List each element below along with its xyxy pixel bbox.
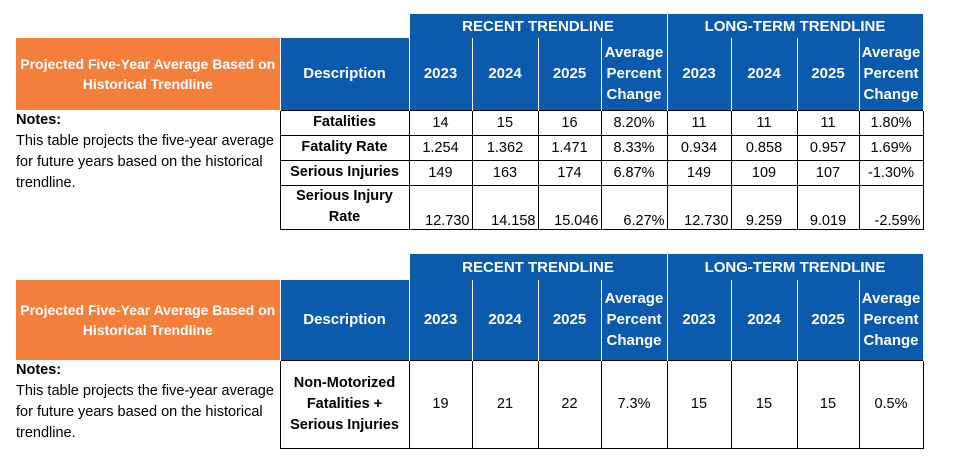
column-header-description: Description xyxy=(279,38,410,110)
cell: 19 xyxy=(408,359,473,449)
cell: 11 xyxy=(796,109,860,136)
cell: 163 xyxy=(471,159,539,186)
recent-trendline-header: RECENT TRENDLINE xyxy=(408,254,668,280)
cell: 0.858 xyxy=(730,134,798,161)
column-header-recent-2025: 2025 xyxy=(537,280,602,360)
cell: 0.5% xyxy=(858,359,924,449)
column-header-recent-avg-change: Average Percent Change xyxy=(600,280,668,360)
column-header-recent-2024: 2024 xyxy=(471,280,539,360)
cell: 15.046 xyxy=(537,184,602,230)
trendline-table-2: RECENT TRENDLINE LONG-TERM TRENDLINE Pro… xyxy=(16,254,924,449)
cell: 1.471 xyxy=(537,134,602,161)
long-term-trendline-header: LONG-TERM TRENDLINE xyxy=(666,254,924,280)
cell: 6.27% xyxy=(600,184,668,230)
recent-trendline-header: RECENT TRENDLINE xyxy=(408,14,668,38)
column-header-recent-2023: 2023 xyxy=(408,280,473,360)
table-row: Serious Injuries 149 163 174 6.87% 149 1… xyxy=(16,159,924,186)
cell: 0.957 xyxy=(796,134,860,161)
notes-block: Notes: This table projects the five-year… xyxy=(16,110,280,229)
cell: 15 xyxy=(796,359,860,449)
cell: -2.59% xyxy=(858,184,924,230)
row-label: Fatality Rate xyxy=(279,134,410,161)
column-header-long-2023: 2023 xyxy=(666,38,732,110)
column-header-long-2023: 2023 xyxy=(666,280,732,360)
column-header-long-2024: 2024 xyxy=(730,38,798,110)
column-header-recent-avg-change: Average Percent Change xyxy=(600,38,668,110)
table-title: Projected Five-Year Average Based on His… xyxy=(16,280,281,360)
long-term-trendline-header: LONG-TERM TRENDLINE xyxy=(666,14,924,38)
cell: 12.730 xyxy=(666,184,732,230)
cell: 21 xyxy=(471,359,539,449)
column-header-long-avg-change: Average Percent Change xyxy=(858,38,924,110)
cell: 7.3% xyxy=(600,359,668,449)
table-row: Notes: This table projects the five-year… xyxy=(16,109,924,191)
cell: 11 xyxy=(666,109,732,136)
cell: 149 xyxy=(666,159,732,186)
cell: 1.254 xyxy=(408,134,473,161)
cell: 109 xyxy=(730,159,798,186)
row-label: Fatalities xyxy=(279,109,410,136)
cell: 174 xyxy=(537,159,602,186)
column-header-recent-2024: 2024 xyxy=(471,38,539,110)
cell: 14.158 xyxy=(471,184,539,230)
cell: 1.362 xyxy=(471,134,539,161)
table-row: Notes: This table projects the five-year… xyxy=(16,359,924,449)
cell: 16 xyxy=(537,109,602,136)
cell: 9.019 xyxy=(796,184,860,230)
column-header-recent-2025: 2025 xyxy=(537,38,602,110)
cell: 149 xyxy=(408,159,473,186)
cell: 11 xyxy=(730,109,798,136)
row-label: Serious Injuries xyxy=(279,159,410,186)
cell: 8.20% xyxy=(600,109,668,136)
row-label: Non-Motorized Fatalities + Serious Injur… xyxy=(279,359,410,449)
column-header-long-2024: 2024 xyxy=(730,280,798,360)
column-header-long-2025: 2025 xyxy=(796,280,860,360)
cell: 15 xyxy=(730,359,798,449)
column-header-recent-2023: 2023 xyxy=(408,38,473,110)
column-header-description: Description xyxy=(279,280,410,360)
column-header-long-avg-change: Average Percent Change xyxy=(858,280,924,360)
cell: 6.87% xyxy=(600,159,668,186)
notes-label: Notes: xyxy=(16,362,62,378)
table-title: Projected Five-Year Average Based on His… xyxy=(16,38,281,110)
cell: 14 xyxy=(408,109,473,136)
trendline-table-1: RECENT TRENDLINE LONG-TERM TRENDLINE Pro… xyxy=(16,14,924,230)
notes-text: This table projects the five-year averag… xyxy=(16,383,274,441)
cell: 8.33% xyxy=(600,134,668,161)
table-row: Serious Injury Rate 12.730 14.158 15.046… xyxy=(16,184,924,230)
table-row: Fatality Rate 1.254 1.362 1.471 8.33% 0.… xyxy=(16,134,924,161)
cell: 1.69% xyxy=(858,134,924,161)
cell: 9.259 xyxy=(730,184,798,230)
cell: 12.730 xyxy=(408,184,473,230)
notes-text: This table projects the five-year averag… xyxy=(16,133,274,191)
cell: 0.934 xyxy=(666,134,732,161)
cell: 15 xyxy=(471,109,539,136)
row-label: Serious Injury Rate xyxy=(279,184,410,230)
cell: 107 xyxy=(796,159,860,186)
cell: -1.30% xyxy=(858,159,924,186)
notes-block: Notes: This table projects the five-year… xyxy=(16,360,280,448)
cell: 1.80% xyxy=(858,109,924,136)
notes-label: Notes: xyxy=(16,112,62,128)
column-header-long-2025: 2025 xyxy=(796,38,860,110)
cell: 22 xyxy=(537,359,602,449)
cell: 15 xyxy=(666,359,732,449)
